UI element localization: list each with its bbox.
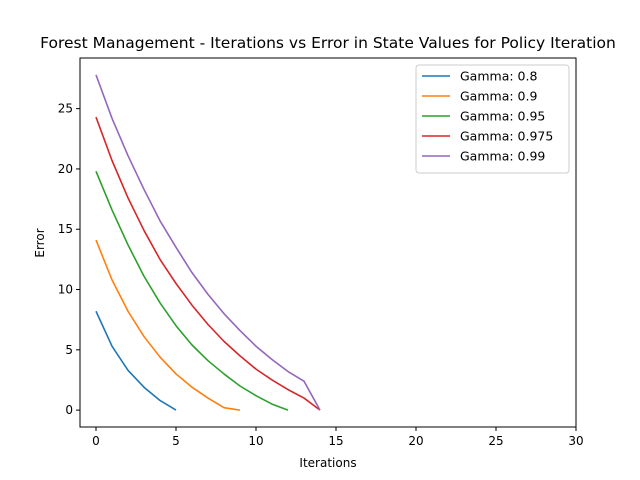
plot-lines bbox=[95, 74, 321, 411]
plot-frame bbox=[79, 57, 577, 428]
series-line-3 bbox=[95, 116, 321, 411]
x-axis: 0 5 10 15 20 25 30 bbox=[92, 427, 584, 448]
y-axis-label: Error bbox=[33, 228, 47, 257]
series-line-1 bbox=[95, 239, 241, 411]
chart-title: Forest Management - Iterations vs Error … bbox=[40, 34, 616, 52]
legend-label-3: Gamma: 0.975 bbox=[460, 129, 553, 144]
y-tick-label: 10 bbox=[58, 283, 73, 297]
y-axis: 0 5 10 15 20 25 bbox=[58, 102, 80, 417]
legend-label-0: Gamma: 0.8 bbox=[460, 69, 537, 84]
y-tick-label: 20 bbox=[58, 162, 73, 176]
x-axis-label: Iterations bbox=[299, 456, 356, 470]
legend-label-4: Gamma: 0.99 bbox=[460, 149, 545, 164]
series-line-0 bbox=[95, 310, 177, 411]
x-tick-label: 30 bbox=[568, 434, 583, 448]
y-tick-label: 15 bbox=[58, 222, 73, 236]
x-tick-label: 25 bbox=[488, 434, 503, 448]
series-line-4 bbox=[95, 74, 321, 411]
y-tick-label: 25 bbox=[58, 102, 73, 116]
series-line-2 bbox=[95, 171, 289, 411]
legend-box bbox=[415, 64, 570, 174]
x-tick-label: 5 bbox=[172, 434, 180, 448]
x-tick-label: 15 bbox=[328, 434, 343, 448]
y-tick-label: 5 bbox=[65, 343, 73, 357]
legend-label-2: Gamma: 0.95 bbox=[460, 109, 545, 124]
x-tick-label: 10 bbox=[248, 434, 263, 448]
x-tick-label: 20 bbox=[408, 434, 423, 448]
y-tick-label: 0 bbox=[65, 403, 73, 417]
legend-label-1: Gamma: 0.9 bbox=[460, 89, 537, 104]
legend: Gamma: 0.8 Gamma: 0.9 Gamma: 0.95 Gamma: 0.… bbox=[415, 64, 570, 174]
x-tick-label: 0 bbox=[92, 434, 100, 448]
